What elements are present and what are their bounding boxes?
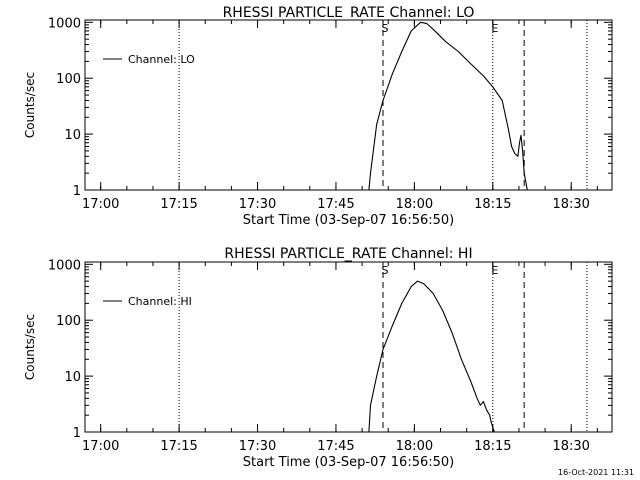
footer-timestamp: 16-Oct-2021 11:31 xyxy=(558,468,634,477)
y-tick-label: 1 xyxy=(73,426,81,441)
plot-frame xyxy=(84,261,613,433)
marker-label-e: E xyxy=(491,22,498,35)
series-line-channel-lo xyxy=(368,21,528,191)
x-tick-label: 17:15 xyxy=(160,439,197,454)
marker-label-e: E xyxy=(491,264,498,277)
x-tick-label: 17:30 xyxy=(239,197,276,212)
x-tick-label: 18:00 xyxy=(396,197,433,212)
x-tick-label: 17:45 xyxy=(317,197,354,212)
y-tick-label: 100 xyxy=(56,314,81,329)
x-tick-label: 17:00 xyxy=(82,439,119,454)
x-tick-label: 17:15 xyxy=(160,197,197,212)
y-tick-label: 10 xyxy=(64,128,81,143)
legend-label: Channel: HI xyxy=(128,295,192,308)
x-tick-label: 17:30 xyxy=(239,439,276,454)
x-tick-label: 18:00 xyxy=(396,439,433,454)
x-axis-label: Start Time (03-Sep-07 16:56:50) xyxy=(243,213,454,228)
y-tick-label: 100 xyxy=(56,72,81,87)
x-axis-label: Start Time (03-Sep-07 16:56:50) xyxy=(243,455,454,470)
marker-label-s: S xyxy=(382,22,389,35)
y-axis-label: Counts/sec xyxy=(23,314,37,380)
plot-frame xyxy=(84,19,613,191)
y-tick-label: 10 xyxy=(64,370,81,385)
chart-panel-lo: RHESSI PARTICLE_RATE Channel: LO Counts/s… xyxy=(23,5,613,228)
marker-label-s: S xyxy=(382,264,389,277)
x-tick-label: 18:15 xyxy=(474,197,511,212)
x-tick-label: 17:45 xyxy=(317,439,354,454)
chart-title: RHESSI PARTICLE_RATE Channel: LO xyxy=(223,5,475,21)
y-tick-label: 1000 xyxy=(48,16,81,31)
x-tick-label: 18:30 xyxy=(552,197,589,212)
x-tick-label: 18:30 xyxy=(552,439,589,454)
y-axis-label: Counts/sec xyxy=(23,72,37,138)
x-tick-label: 18:15 xyxy=(474,439,511,454)
series-line-channel-hi xyxy=(368,280,495,433)
chart-panel-hi: RHESSI PARTICLE_RATE Channel: HI Counts/s… xyxy=(23,246,613,470)
y-tick-label: 1 xyxy=(73,184,81,199)
legend-label: Channel: LO xyxy=(128,53,195,66)
y-tick-label: 1000 xyxy=(48,258,81,273)
chart-title: RHESSI PARTICLE_RATE Channel: HI xyxy=(224,246,472,262)
x-tick-label: 17:00 xyxy=(82,197,119,212)
